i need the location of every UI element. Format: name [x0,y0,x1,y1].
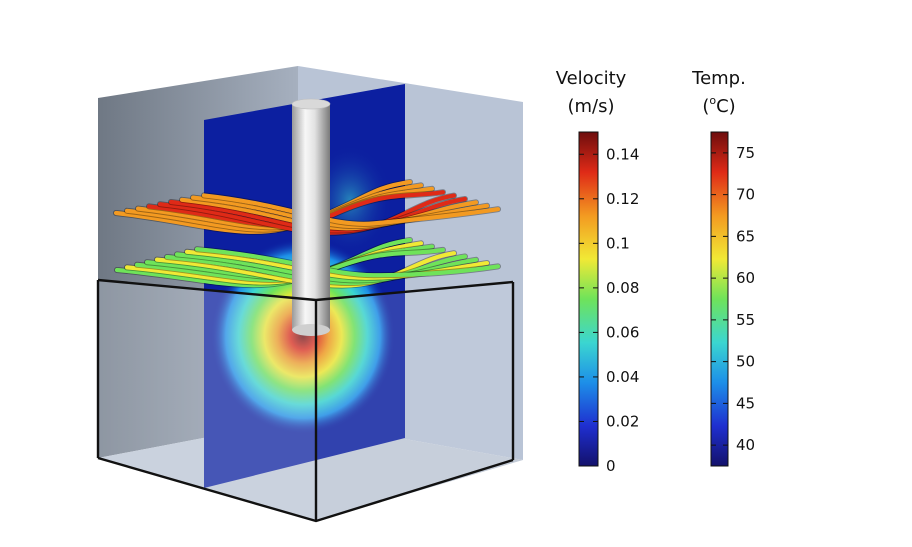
velocity-tick-label: 0.14 [606,145,639,163]
velocity-legend-unit: (m/s) [567,96,614,117]
temperature-colorbar [710,131,729,467]
streamline-lower [184,249,490,280]
temperature-unit-close: C) [716,96,736,117]
streamline-upper [201,193,501,226]
temperature-legend: Temp. (oC) 40 45 50 55 60 65 70 75 [691,68,755,467]
velocity-tick-label: 0.04 [606,368,639,386]
temperature-tick-label: 70 [736,186,755,204]
velocity-legend: Velocity (m/s) 00.020.040.060.080.10.120… [556,68,640,475]
velocity-tick-label: 0.12 [606,190,639,208]
box-front-left [98,280,316,521]
domain-3d-view [96,66,523,523]
streamline-lower [174,252,479,283]
velocity-tick-label: 0 [606,457,616,475]
velocity-tick-label: 0.02 [606,412,639,430]
temperature-ticks: 40 45 50 55 60 65 70 75 [711,144,755,454]
velocity-legend-title: Velocity [556,68,627,89]
temperature-unit-degree: o [709,94,716,107]
temperature-tick-label: 60 [736,269,755,287]
velocity-tick-label: 0.1 [606,234,630,252]
temperature-unit-open: ( [702,96,709,117]
temperature-tick-label: 45 [736,394,755,412]
temperature-legend-title: Temp. [691,68,746,89]
cylinder-top-cap [291,98,331,110]
velocity-tick-label: 0.06 [606,323,639,341]
temperature-tick-label: 40 [736,436,755,454]
streamline-lower [164,254,468,286]
box-bottom-edge [97,456,514,523]
box-front-right [316,282,513,521]
temperature-tick-label: 65 [736,227,755,245]
velocity-colorbar [578,131,599,467]
cylinder [291,98,331,336]
velocity-ticks: 0 0.02 0.04 0.06 0.08 0.1 0.12 0.14 [579,145,639,475]
temperature-tick-label: 75 [736,144,755,162]
temperature-tick-label: 55 [736,311,755,329]
cylinder-body [292,104,330,330]
cylinder-bottom-cap [292,324,330,336]
temperature-tick-label: 50 [736,353,755,371]
streamline-lower [154,251,457,288]
streamline-lower [194,247,501,278]
temperature-legend-unit: (oC) [702,94,735,117]
velocity-tick-label: 0.08 [606,279,639,297]
box-edges [96,278,515,523]
